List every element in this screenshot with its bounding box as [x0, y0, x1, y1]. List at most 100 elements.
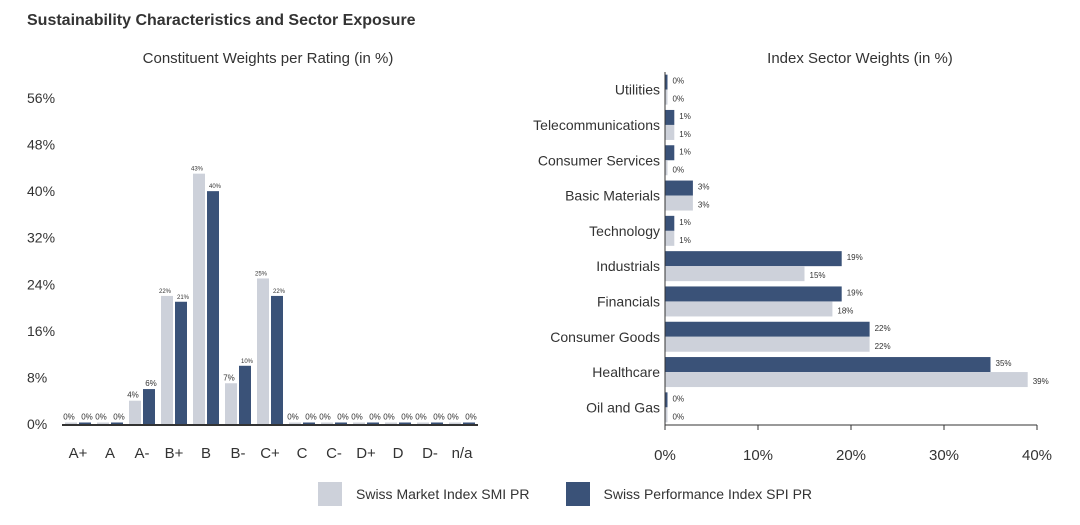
bar-spi: [207, 191, 219, 424]
x-tick-label: 10%: [743, 447, 773, 464]
data-label: 0%: [415, 413, 427, 422]
bar-spi: [463, 422, 475, 424]
bar-smi: [225, 383, 237, 424]
bar-spi: [665, 357, 991, 373]
y-tick-label: 16%: [27, 323, 55, 339]
chart-title: Constituent Weights per Rating (in %): [143, 50, 394, 67]
data-label: 22%: [273, 289, 286, 295]
bar-smi: [665, 195, 693, 211]
category-label: Oil and Gas: [586, 399, 660, 415]
category-label: Consumer Services: [538, 152, 660, 168]
bar-spi: [665, 145, 675, 161]
data-label: 18%: [837, 306, 853, 315]
bar-smi: [665, 266, 805, 282]
data-label: 3%: [698, 183, 710, 192]
sector-weights-chart: Index Sector Weights (in %) 0% 10% 20% 30% 40…: [533, 50, 1052, 464]
bar-spi: [665, 180, 693, 196]
legend-swatch-smi: [318, 482, 342, 506]
bar-spi: [143, 389, 155, 424]
data-label: 4%: [127, 391, 139, 400]
bar-smi: [417, 422, 429, 424]
y-tick-label: 24%: [27, 276, 55, 292]
y-tick-label: 48%: [27, 137, 55, 153]
bar-smi: [665, 372, 1028, 388]
y-tick-label: 8%: [27, 369, 47, 385]
bar-smi: [257, 278, 269, 424]
bar-smi: [321, 422, 333, 424]
data-label: 1%: [679, 147, 691, 156]
data-label: 0%: [465, 413, 477, 422]
data-label: 0%: [63, 413, 75, 422]
bar-spi: [665, 286, 842, 302]
bar-spi: [175, 301, 187, 424]
bar-spi: [111, 422, 123, 424]
y-tick-label: 0%: [27, 416, 47, 432]
data-label: 0%: [287, 413, 299, 422]
category-label: Utilities: [615, 82, 660, 98]
y-tick-label: 40%: [27, 183, 55, 199]
x-tick-label: B+: [165, 445, 184, 462]
x-tick-label: D+: [356, 445, 376, 462]
bar-smi: [161, 295, 173, 424]
x-tick-label: C: [297, 445, 308, 462]
rating-weights-chart: Constituent Weights per Rating (in %) 0% 8…: [27, 50, 478, 462]
data-label: 1%: [679, 112, 691, 121]
x-tick-label: 40%: [1022, 447, 1052, 464]
x-tick-label: D: [393, 445, 404, 462]
category-label: Telecommunications: [533, 117, 660, 133]
bar-smi: [65, 422, 77, 424]
bar-spi: [303, 422, 315, 424]
category-label: Healthcare: [592, 364, 660, 380]
bar-smi: [665, 230, 675, 246]
data-label: 0%: [81, 413, 93, 422]
bar-spi: [399, 422, 411, 424]
data-label: 1%: [679, 218, 691, 227]
x-tick-label: C+: [260, 445, 280, 462]
data-label: 0%: [673, 165, 685, 174]
data-label: 0%: [673, 95, 685, 104]
legend-label-smi: Swiss Market Index SMI PR: [356, 486, 530, 502]
data-label: 6%: [145, 379, 157, 388]
x-tick-label: 0%: [654, 447, 676, 464]
data-label: 40%: [209, 184, 222, 190]
bar-spi: [271, 295, 283, 424]
bar-smi: [665, 407, 668, 423]
data-label: 0%: [113, 413, 125, 422]
category-label: Technology: [589, 223, 660, 239]
x-tick-label: A-: [135, 445, 150, 462]
bar-smi: [665, 301, 833, 317]
legend-label-spi: Swiss Performance Index SPI PR: [603, 486, 813, 502]
page-title: Sustainability Characteristics and Secto…: [27, 12, 416, 29]
data-label: 7%: [223, 373, 235, 382]
data-label: 0%: [447, 413, 459, 422]
bar-spi: [665, 109, 675, 125]
data-label: 21%: [177, 295, 190, 301]
data-label: 0%: [305, 413, 317, 422]
legend-swatch-spi: [565, 482, 590, 506]
data-label: 1%: [679, 130, 691, 139]
bar-smi: [665, 160, 668, 176]
bar-spi: [665, 215, 675, 231]
bar-smi: [129, 400, 141, 424]
x-tick-label: 30%: [929, 447, 959, 464]
bar-smi: [665, 124, 675, 140]
bar-smi: [385, 422, 397, 424]
data-label: 22%: [159, 289, 172, 295]
data-label: 25%: [255, 271, 268, 277]
x-tick-label: n/a: [452, 445, 474, 462]
y-tick-label: 32%: [27, 230, 55, 246]
bar-spi: [665, 251, 842, 267]
x-tick-label: A: [105, 445, 115, 462]
data-label: 3%: [698, 201, 710, 210]
data-label: 0%: [673, 394, 685, 403]
bar-spi: [665, 392, 668, 408]
data-label: 0%: [369, 413, 381, 422]
data-label: 43%: [191, 167, 204, 173]
bar-spi: [431, 422, 443, 424]
data-label: 0%: [383, 413, 395, 422]
bar-smi: [665, 89, 668, 105]
bar-smi: [193, 173, 205, 424]
bar-smi: [353, 422, 365, 424]
category-label: Financials: [597, 293, 660, 309]
bar-spi: [665, 74, 668, 90]
